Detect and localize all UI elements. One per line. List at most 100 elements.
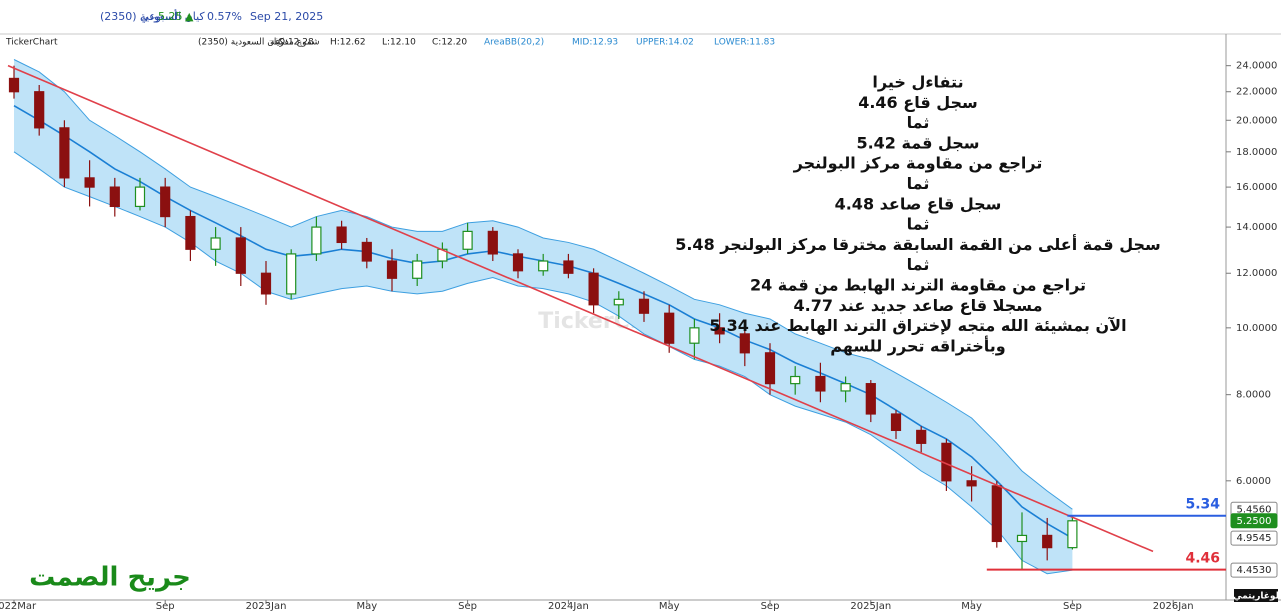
annotation-line: تراجع من مقاومة الترند الهابط من قمة 24 [750, 276, 1086, 295]
info-item: شموع مفرغة [270, 38, 320, 48]
price-label: 5.2500 [1237, 516, 1272, 527]
info-item: TickerChart [5, 38, 58, 48]
y-tick-label: 16.0000 [1236, 182, 1277, 193]
annotation-line: سجل قاع 4.46 [858, 93, 978, 112]
candle-body [512, 253, 524, 272]
candle-body [991, 485, 1002, 543]
candle-body [84, 177, 95, 188]
y-tick-label: 24.0000 [1236, 61, 1277, 72]
candle-body [1016, 534, 1028, 543]
annotation-line: وبأختراقه تحرر للسهم [830, 335, 1005, 355]
candle-body [210, 237, 221, 250]
price-label: 4.9545 [1237, 533, 1272, 544]
candle-body [916, 429, 927, 444]
info-item: O:12.28 [278, 38, 314, 48]
candle-body [890, 413, 902, 432]
candle-body [34, 91, 45, 129]
candle-body [235, 237, 246, 274]
price: 5.25 [158, 10, 183, 23]
x-tick-label: 2022Mar [0, 601, 37, 612]
candle-body [311, 226, 322, 255]
candle-body [815, 375, 826, 392]
candle-body [361, 241, 372, 262]
y-tick-label: 14.0000 [1236, 222, 1277, 233]
x-tick-label: Sep [156, 601, 175, 612]
scale-label: لوغاريتمي [1233, 592, 1279, 602]
candle-body [134, 186, 146, 208]
info-item: C:12.20 [432, 38, 467, 48]
x-tick-label: May [961, 601, 982, 612]
candle-body [638, 298, 650, 314]
price-label-bg [1230, 562, 1278, 578]
x-tick-label: Sep [1063, 601, 1082, 612]
candle-body [1067, 520, 1078, 549]
annotation-line: مسجلا قاع صاعد جديد عند 4.77 [794, 296, 1043, 315]
x-tick-label: 2024Jan [548, 601, 589, 612]
candle-body [109, 186, 120, 208]
candle-body [840, 383, 851, 392]
info-item: UPPER:14.02 [636, 38, 694, 48]
y-tick-label: 20.0000 [1236, 115, 1277, 126]
candle-body [739, 333, 750, 354]
info-item: AreaBB(20,2) [484, 38, 544, 48]
y-tick-label: 8.0000 [1236, 390, 1271, 401]
price-label-bg [1230, 530, 1278, 546]
annotation-line: نتفاءل خيرا [872, 73, 963, 92]
candle-body [689, 327, 700, 344]
x-tick-label: Sep [458, 601, 477, 612]
band-upper [13, 59, 1073, 510]
candle-body [336, 226, 347, 244]
candle-body [8, 77, 20, 93]
x-tick-label: 2023Jan [246, 601, 287, 612]
annotation-line: ثما [907, 215, 930, 234]
scale-label-bg [1234, 589, 1278, 602]
info-item: H:12.62 [330, 38, 366, 48]
price-label-bg [1230, 513, 1278, 529]
date: Sep 21, 2025 [250, 10, 323, 23]
y-tick-label: 6.0000 [1236, 476, 1271, 487]
candle-body [185, 215, 196, 250]
candle-body [538, 260, 549, 272]
period: أسبوعي [140, 9, 177, 23]
candle-body [664, 312, 675, 344]
level-label: 5.34 [1185, 497, 1220, 513]
y-tick-label: 22.0000 [1236, 87, 1277, 98]
candle-body [865, 383, 876, 415]
symbol: كيان السعودية (2350) [100, 10, 205, 23]
x-tick-label: May [356, 601, 377, 612]
annotation-line: ثما [907, 174, 930, 193]
annotation-line: ثما [907, 255, 930, 274]
candle-body [160, 186, 171, 218]
x-tick-label: May [659, 601, 680, 612]
candle-body [563, 260, 574, 274]
level-label: 4.46 [1185, 551, 1220, 567]
price-label: 5.4560 [1237, 504, 1272, 515]
candle-body [588, 272, 599, 306]
annotation-line: ثما [907, 113, 930, 132]
annotation-line: تراجع من مقاومة مركز البولنجر [793, 154, 1043, 173]
change-arrow: ▲ [185, 10, 194, 23]
candle-body [613, 298, 624, 306]
candle-body [764, 352, 776, 385]
candle-body [386, 260, 398, 279]
change: 0.57% [207, 10, 242, 23]
candle-body [412, 260, 423, 279]
info-item: L:12.10 [382, 38, 416, 48]
y-tick-label: 10.0000 [1236, 323, 1277, 334]
x-tick-label: Sep [761, 601, 780, 612]
candle-body [714, 327, 725, 335]
info-item: MID:12.93 [572, 38, 618, 48]
y-tick-label: 12.0000 [1236, 268, 1277, 279]
candle-body [966, 480, 977, 487]
info-item: كيان السعودية (2350) [198, 38, 284, 48]
annotation-line: سجل قاع صاعد 4.48 [835, 194, 1002, 213]
trendline [7, 64, 1154, 553]
y-tick-label: 18.0000 [1236, 147, 1277, 158]
x-tick-label: 2026Jan [1153, 601, 1194, 612]
signature: جريح الصمت [29, 563, 191, 593]
annotation-line: سجل قمة أعلى من القمة السابقة مخترقا مرك… [675, 234, 1161, 254]
candle-body [260, 272, 272, 295]
candle-body [487, 230, 498, 255]
x-tick-label: 2025Jan [850, 601, 891, 612]
